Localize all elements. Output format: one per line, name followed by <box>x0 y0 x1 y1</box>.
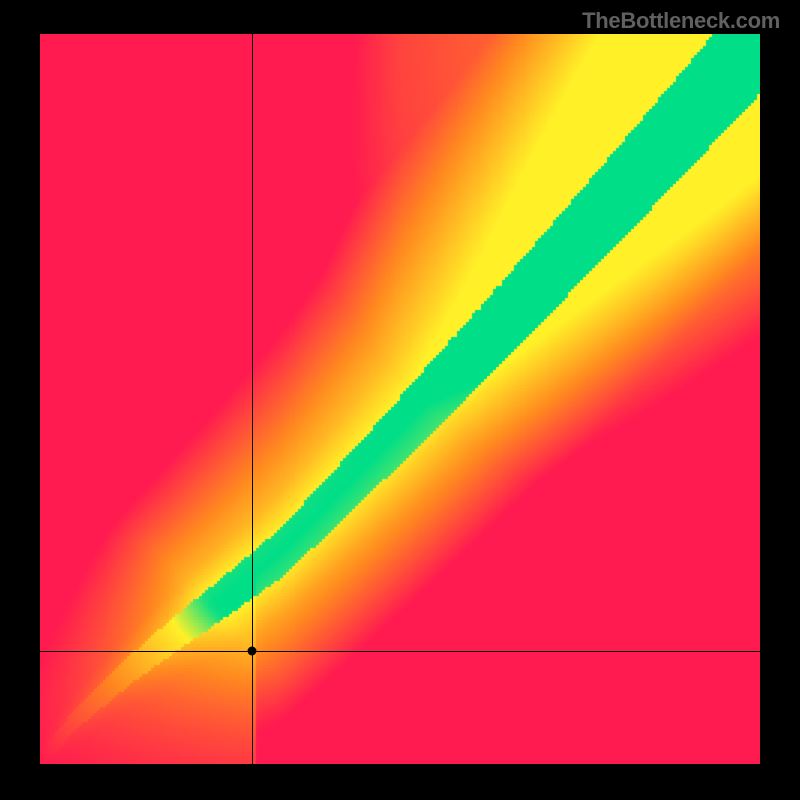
crosshair-dot <box>248 646 257 655</box>
root: TheBottleneck.com <box>0 0 800 800</box>
plot-area <box>40 34 760 764</box>
watermark-text: TheBottleneck.com <box>582 8 780 34</box>
heatmap-canvas <box>40 34 760 764</box>
crosshair-horizontal <box>40 651 760 652</box>
